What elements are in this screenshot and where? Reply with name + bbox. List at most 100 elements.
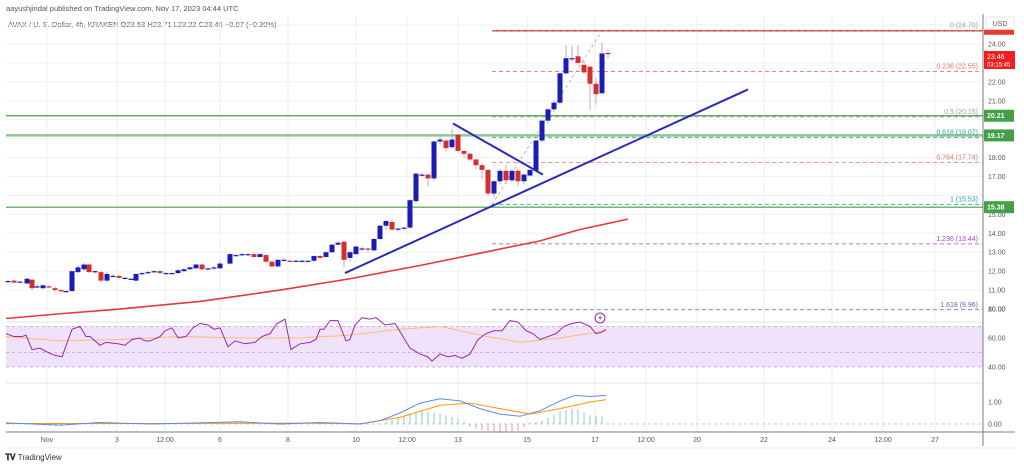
candle bbox=[371, 238, 377, 251]
candle bbox=[407, 200, 413, 228]
candle bbox=[467, 153, 473, 160]
candle bbox=[515, 170, 521, 182]
candle bbox=[299, 260, 305, 262]
candle bbox=[401, 227, 407, 229]
candle bbox=[122, 277, 128, 279]
candle bbox=[605, 52, 611, 55]
candle bbox=[563, 58, 569, 74]
candle bbox=[395, 228, 401, 230]
candle bbox=[527, 169, 533, 176]
candle bbox=[145, 272, 151, 274]
candle bbox=[419, 174, 425, 176]
trend-lines[interactable] bbox=[344, 88, 749, 274]
price-tick: 11.00 bbox=[988, 288, 1005, 295]
level-price-tag bbox=[984, 201, 1014, 214]
candle bbox=[503, 170, 509, 181]
time-tick: 22 bbox=[760, 437, 768, 444]
macd-tick: 0.00 bbox=[988, 422, 1002, 429]
candle bbox=[491, 181, 497, 194]
price-tick: 21.00 bbox=[988, 98, 1006, 105]
axes: USD 24.00 22.00 21.00 18.00 17.00 15.00 14.00 13… bbox=[6, 14, 1024, 449]
candle bbox=[116, 275, 122, 278]
candle bbox=[175, 270, 181, 274]
level-price: 15.38 bbox=[987, 205, 1005, 212]
candle bbox=[133, 273, 139, 281]
time-tick: 13 bbox=[454, 437, 462, 444]
candle bbox=[29, 279, 35, 289]
alert-bolt-icon[interactable] bbox=[594, 312, 606, 324]
time-tick: 12:00 bbox=[156, 437, 174, 444]
candle bbox=[341, 241, 347, 260]
tradingview-brand: 𝐓𝐕 TradingView bbox=[5, 452, 62, 463]
candle bbox=[40, 285, 46, 289]
candle bbox=[251, 254, 257, 257]
candle bbox=[287, 260, 293, 262]
macd-pane bbox=[5, 394, 983, 433]
candle bbox=[455, 134, 461, 151]
fib-label: 0.618 (19.07) bbox=[936, 129, 978, 136]
time-tick: 24 bbox=[828, 437, 836, 444]
time-tick: 12:00 bbox=[874, 437, 892, 444]
candlesticks bbox=[5, 42, 611, 293]
fib-label: 1.618 (9.96) bbox=[940, 302, 978, 309]
candle bbox=[413, 173, 419, 202]
candle bbox=[17, 281, 23, 283]
ema-100-line bbox=[5, 218, 629, 320]
time-tick: 12:00 bbox=[398, 437, 416, 444]
candle bbox=[389, 221, 395, 230]
candle bbox=[575, 56, 581, 63]
fib-label: 0 (24.70) bbox=[950, 23, 978, 30]
price-tick: 17.00 bbox=[988, 174, 1006, 181]
candle bbox=[269, 261, 275, 267]
bearish-trend-line bbox=[452, 122, 544, 176]
candle bbox=[139, 273, 145, 275]
candle bbox=[227, 254, 233, 264]
candle bbox=[425, 174, 431, 179]
symbol-legend: AVAX / U. S. Dollar, 4h, KRAKEN O23.53 H… bbox=[8, 20, 277, 29]
candle bbox=[34, 286, 40, 288]
rsi-pane bbox=[5, 317, 983, 368]
time-tick: 10 bbox=[352, 437, 360, 444]
candle bbox=[335, 242, 341, 245]
candle bbox=[163, 273, 169, 275]
candle bbox=[181, 269, 187, 272]
candle bbox=[545, 109, 551, 121]
candle bbox=[205, 268, 211, 270]
candle bbox=[46, 286, 52, 288]
candle bbox=[431, 141, 437, 179]
candle bbox=[104, 273, 110, 281]
candle bbox=[75, 267, 81, 273]
rsi-tick: 40.00 bbox=[988, 365, 1006, 372]
time-tick: 12:00 bbox=[637, 437, 655, 444]
price-tick: 13.00 bbox=[988, 250, 1006, 257]
brand-name: TradingView bbox=[17, 453, 62, 462]
candle bbox=[347, 252, 353, 258]
candle bbox=[199, 264, 205, 270]
candle bbox=[377, 225, 383, 239]
level-price: 19.17 bbox=[987, 133, 1005, 140]
candle bbox=[581, 64, 587, 73]
candle bbox=[110, 275, 116, 278]
time-tick: Nov bbox=[41, 437, 54, 444]
candle bbox=[86, 264, 92, 273]
candle bbox=[211, 267, 217, 269]
candle bbox=[479, 165, 485, 170]
macd-line bbox=[5, 394, 607, 426]
candle bbox=[497, 170, 503, 182]
candle bbox=[217, 263, 223, 269]
time-tick: 15 bbox=[523, 437, 531, 444]
time-tick: 8 bbox=[286, 437, 290, 444]
macd-signal-line bbox=[6, 399, 607, 425]
fib-label: 0.5 (20.15) bbox=[944, 109, 978, 116]
candle bbox=[557, 73, 563, 103]
fib-label: 0.236 (22.55) bbox=[936, 63, 978, 70]
time-tick: 6 bbox=[218, 437, 222, 444]
time-tick: 3 bbox=[115, 437, 119, 444]
candle bbox=[263, 255, 269, 262]
time-tick: 20 bbox=[693, 437, 701, 444]
fib-label: 1.236 (13.44) bbox=[936, 236, 978, 243]
chart-grid bbox=[6, 16, 983, 432]
candle bbox=[449, 139, 455, 148]
candle bbox=[521, 174, 527, 182]
